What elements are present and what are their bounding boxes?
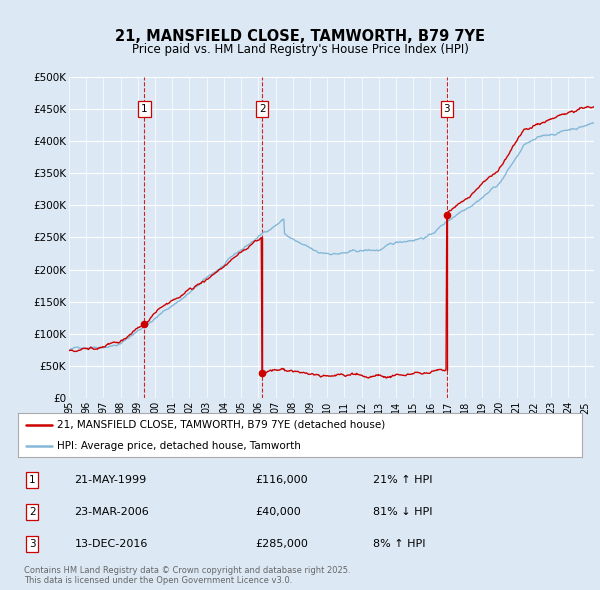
Text: 81% ↓ HPI: 81% ↓ HPI [373,507,433,517]
Text: 8% ↑ HPI: 8% ↑ HPI [373,539,426,549]
Text: 13-DEC-2016: 13-DEC-2016 [74,539,148,549]
Text: 3: 3 [443,104,450,114]
Text: 21-MAY-1999: 21-MAY-1999 [74,476,146,486]
Text: 23-MAR-2006: 23-MAR-2006 [74,507,149,517]
Text: Contains HM Land Registry data © Crown copyright and database right 2025.
This d: Contains HM Land Registry data © Crown c… [24,566,350,585]
Text: 3: 3 [29,539,35,549]
Text: £285,000: £285,000 [255,539,308,549]
Text: Price paid vs. HM Land Registry's House Price Index (HPI): Price paid vs. HM Land Registry's House … [131,43,469,56]
Text: £40,000: £40,000 [255,507,301,517]
Text: 21, MANSFIELD CLOSE, TAMWORTH, B79 7YE (detached house): 21, MANSFIELD CLOSE, TAMWORTH, B79 7YE (… [58,419,386,430]
Text: 21% ↑ HPI: 21% ↑ HPI [373,476,433,486]
Text: 21, MANSFIELD CLOSE, TAMWORTH, B79 7YE: 21, MANSFIELD CLOSE, TAMWORTH, B79 7YE [115,29,485,44]
Text: 2: 2 [29,507,35,517]
Text: 1: 1 [29,476,35,486]
Text: 1: 1 [141,104,148,114]
Text: 2: 2 [259,104,265,114]
Text: £116,000: £116,000 [255,476,308,486]
Text: HPI: Average price, detached house, Tamworth: HPI: Average price, detached house, Tamw… [58,441,301,451]
